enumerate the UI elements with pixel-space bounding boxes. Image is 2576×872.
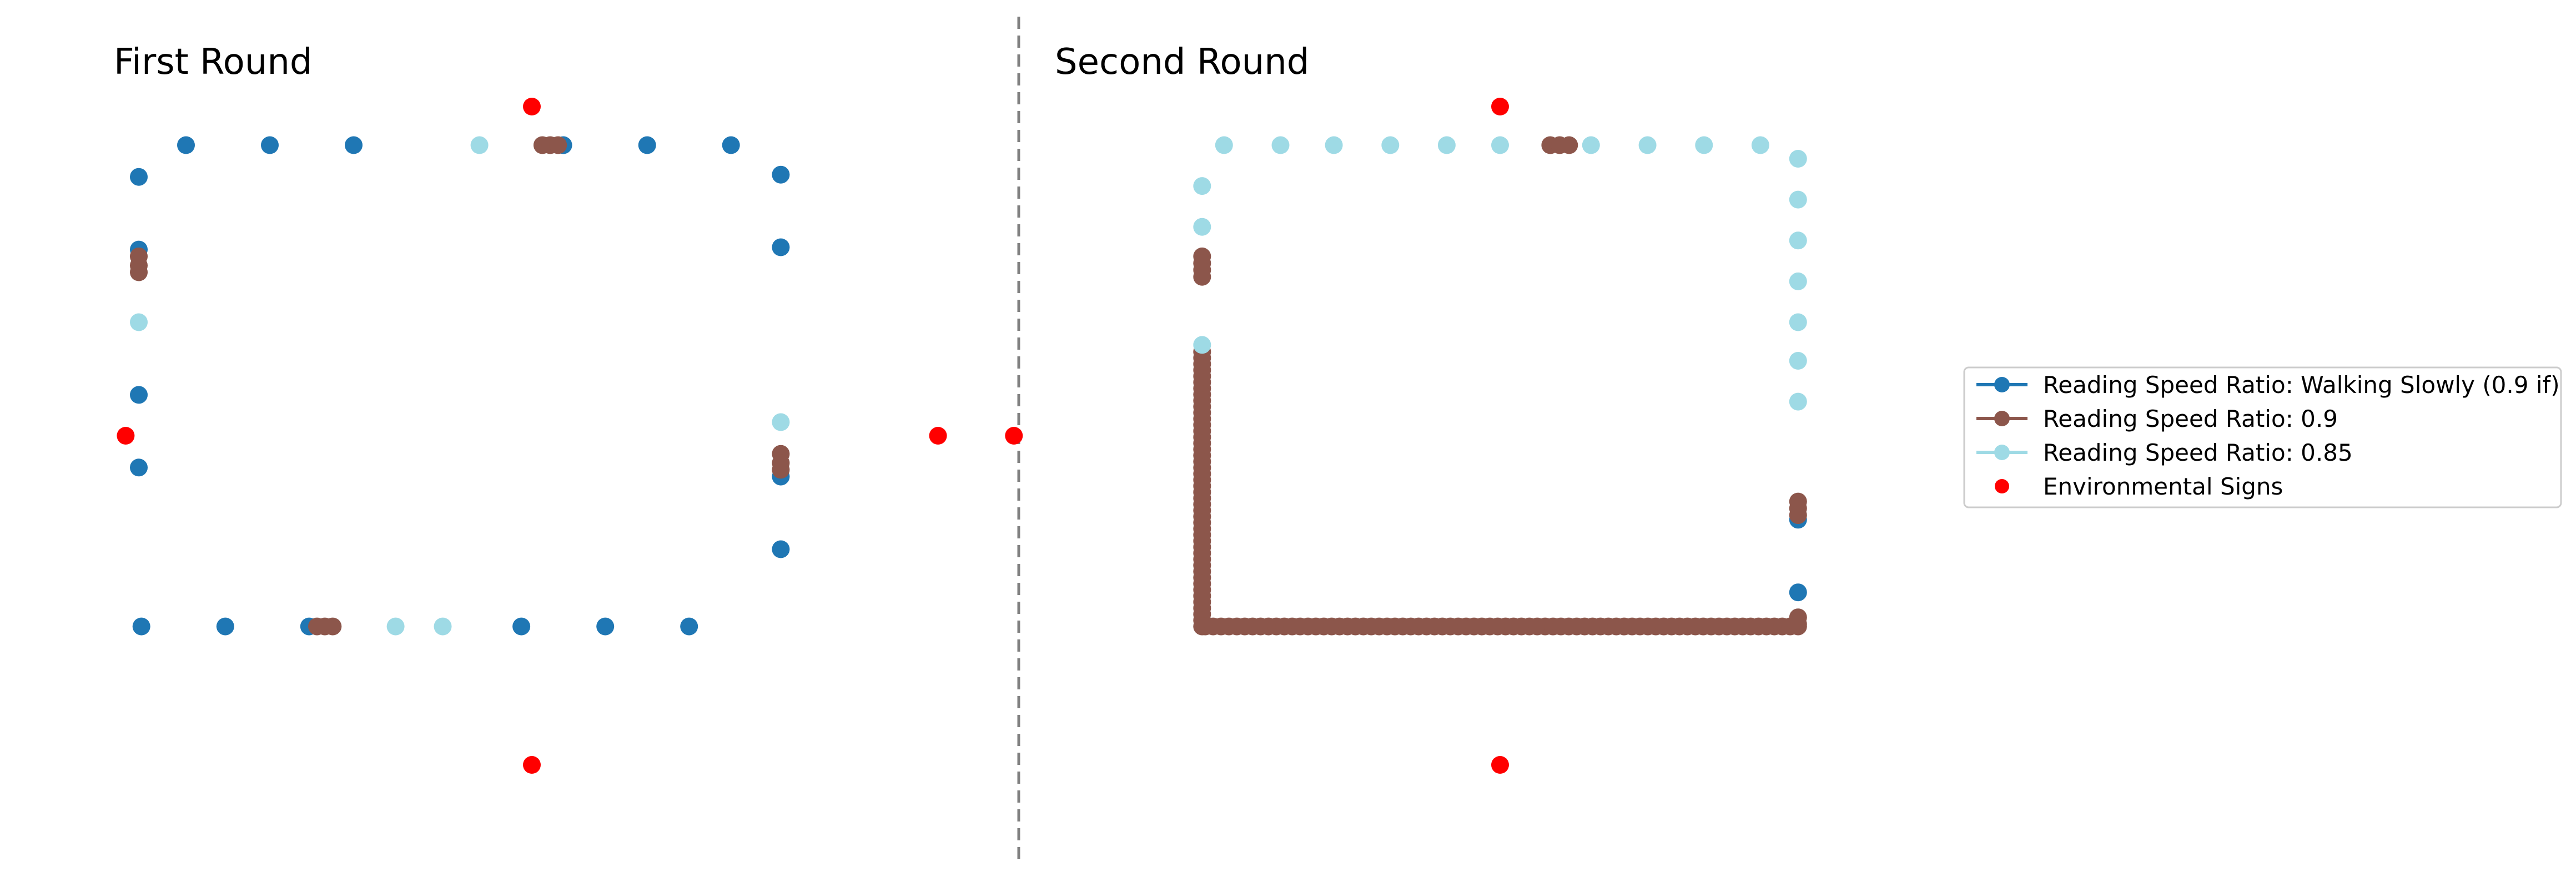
walking-point xyxy=(177,136,195,154)
second-round-panel: Second Round xyxy=(1005,42,1995,774)
second-round-title: Second Round xyxy=(1055,42,1309,83)
first-round-markers xyxy=(117,98,947,774)
walking-point xyxy=(130,168,148,186)
ratio09-point xyxy=(772,461,790,479)
environmental-sign-point xyxy=(523,756,541,774)
legend-entry-walking: Reading Speed Ratio: Walking Slowly (0.9… xyxy=(1976,371,2560,399)
environmental-sign-point xyxy=(1491,756,1509,774)
ratio085-point xyxy=(470,136,489,154)
legend-frame xyxy=(1963,366,2562,508)
legend-label: Reading Speed Ratio: 0.9 xyxy=(2043,405,2338,432)
ratio085-point xyxy=(1638,136,1657,154)
ratio09-point xyxy=(1789,506,1807,525)
legend-entry-ratio085: Reading Speed Ratio: 0.85 xyxy=(1976,439,2353,466)
walking-point xyxy=(1789,583,1807,602)
walking-point xyxy=(216,617,234,636)
ratio085-point xyxy=(1789,272,1807,290)
ratio09-point xyxy=(1193,268,1211,286)
legend-label: Reading Speed Ratio: 0.85 xyxy=(2043,439,2353,466)
legend-marker-swatch xyxy=(1995,479,2009,493)
ratio085-point xyxy=(1193,218,1211,236)
ratio085-point xyxy=(1789,392,1807,411)
ratio085-point xyxy=(1193,177,1211,195)
legend-marker-swatch xyxy=(1994,445,2010,460)
ratio085-point xyxy=(386,617,405,636)
walking-point xyxy=(132,617,150,636)
environmental-sign-point xyxy=(117,427,135,445)
ratio085-point xyxy=(1271,136,1290,154)
walking-point xyxy=(261,136,279,154)
walking-point xyxy=(772,165,790,184)
legend-entries: Reading Speed Ratio: Walking Slowly (0.9… xyxy=(1976,371,2560,500)
environmental-sign-point xyxy=(1005,427,1023,445)
environmental-sign-point xyxy=(929,427,947,445)
walking-point xyxy=(772,238,790,256)
walking-point xyxy=(638,136,656,154)
legend-marker-swatch xyxy=(1994,377,2010,392)
ratio085-point xyxy=(1582,136,1600,154)
walking-point xyxy=(130,458,148,477)
ratio085-point xyxy=(1437,136,1456,154)
second-round-markers xyxy=(1005,98,1995,774)
ratio085-point xyxy=(1751,136,1769,154)
ratio085-point xyxy=(1381,136,1400,154)
walking-point xyxy=(345,136,363,154)
first-round-title: First Round xyxy=(114,42,313,83)
walking-point xyxy=(680,617,698,636)
legend: Reading Speed Ratio: Walking Slowly (0.9… xyxy=(1963,366,2562,508)
ratio085-point xyxy=(1789,190,1807,209)
ratio085-point xyxy=(1789,150,1807,168)
legend-marker-swatch xyxy=(1994,411,2010,426)
first-round-panel: First Round xyxy=(114,42,947,774)
legend-label: Reading Speed Ratio: Walking Slowly (0.9… xyxy=(2043,371,2560,399)
ratio09-point xyxy=(324,617,342,636)
ratio09-point xyxy=(549,136,567,154)
ratio085-point xyxy=(130,313,148,331)
ratio085-point xyxy=(1789,313,1807,331)
walking-point xyxy=(130,386,148,404)
ratio09-point xyxy=(1560,136,1578,154)
walking-point xyxy=(772,540,790,558)
ratio085-point xyxy=(1215,136,1233,154)
walking-point xyxy=(722,136,740,154)
ratio085-point xyxy=(1193,336,1211,354)
ratio085-point xyxy=(772,413,790,431)
ratio085-point xyxy=(1491,136,1509,154)
legend-entry-ratio09: Reading Speed Ratio: 0.9 xyxy=(1976,405,2338,432)
walking-point xyxy=(512,617,531,636)
ratio085-point xyxy=(1789,231,1807,250)
ratio085-point xyxy=(434,617,452,636)
environmental-sign-point xyxy=(1491,98,1509,115)
ratio085-point xyxy=(1325,136,1343,154)
ratio09-point xyxy=(1789,615,1807,633)
environmental-sign-point xyxy=(523,98,541,115)
ratio085-point xyxy=(1789,352,1807,370)
walking-point xyxy=(596,617,615,636)
ratio085-point xyxy=(1695,136,1713,154)
legend-entry-signs: Environmental Signs xyxy=(1995,473,2283,500)
ratio09-point xyxy=(130,263,148,281)
legend-label: Environmental Signs xyxy=(2043,473,2283,500)
